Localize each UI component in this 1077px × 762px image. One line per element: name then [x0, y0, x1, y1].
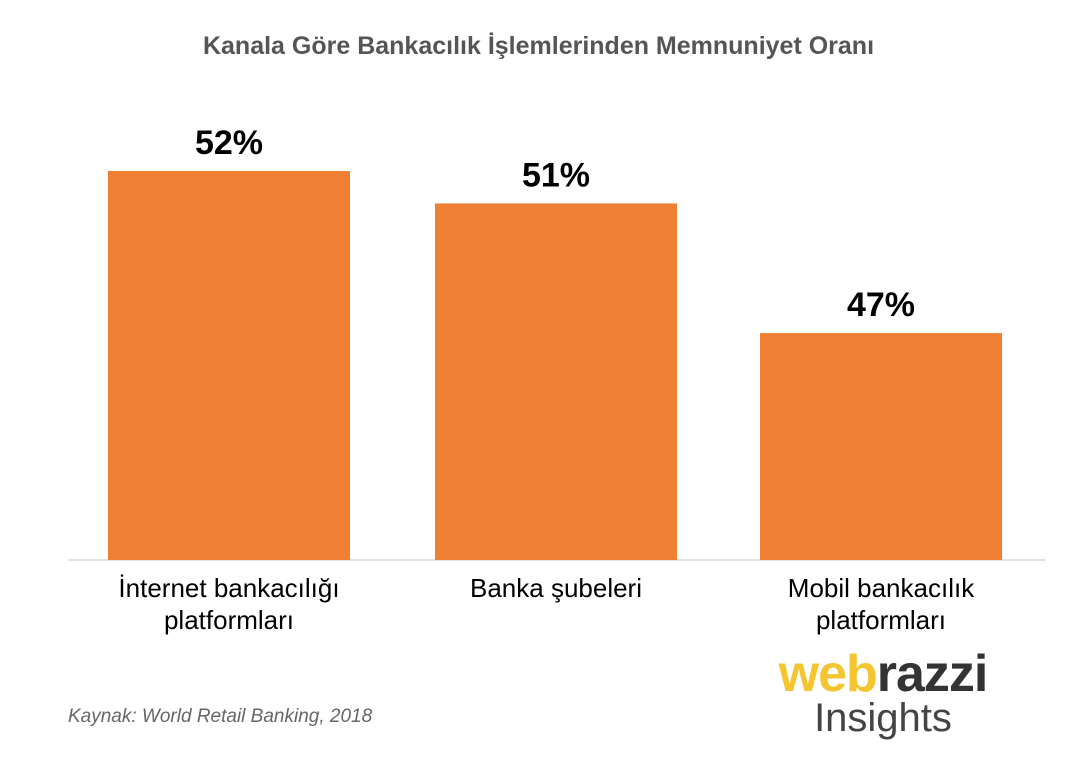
category-label-1-line-1: İnternet bankacılığı — [118, 573, 339, 603]
value-label-3: 47% — [847, 286, 915, 324]
value-label-2: 51% — [522, 156, 590, 194]
category-label-3-line-2: platformları — [816, 605, 946, 635]
bar-3 — [760, 333, 1002, 560]
bar-2 — [435, 203, 677, 560]
source-note: Kaynak: World Retail Banking, 2018 — [68, 706, 373, 727]
category-label-3-line-1: Mobil bankacılık — [788, 573, 975, 603]
webrazzi-insights-logo: webrazzi Insights — [778, 645, 989, 740]
bar-1 — [108, 171, 350, 560]
category-label-2-line-1: Banka şubeleri — [470, 573, 642, 603]
category-label-1-line-2: platformları — [164, 605, 294, 635]
chart-title: Kanala Göre Bankacılık İşlemlerinden Mem… — [202, 32, 875, 60]
value-label-1: 52% — [195, 124, 263, 162]
